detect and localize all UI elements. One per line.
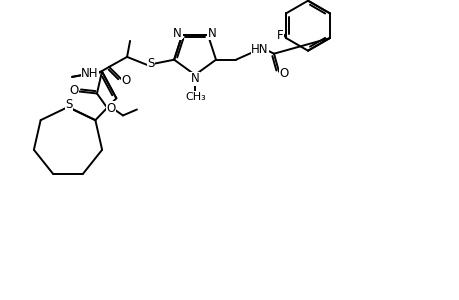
Text: O: O <box>121 74 130 87</box>
Text: N: N <box>173 27 181 40</box>
Text: O: O <box>69 84 78 97</box>
Text: CH₃: CH₃ <box>185 92 206 102</box>
Text: N: N <box>208 26 217 39</box>
Text: O: O <box>279 67 288 80</box>
Text: F: F <box>276 29 283 42</box>
Text: N: N <box>207 27 216 40</box>
Text: S: S <box>65 98 73 110</box>
Text: N: N <box>174 26 182 39</box>
Text: HN: HN <box>251 43 268 56</box>
Text: N: N <box>189 72 198 86</box>
Text: N: N <box>190 72 199 86</box>
Text: S: S <box>147 57 154 70</box>
Text: NH: NH <box>81 68 99 80</box>
Text: O: O <box>106 102 115 115</box>
